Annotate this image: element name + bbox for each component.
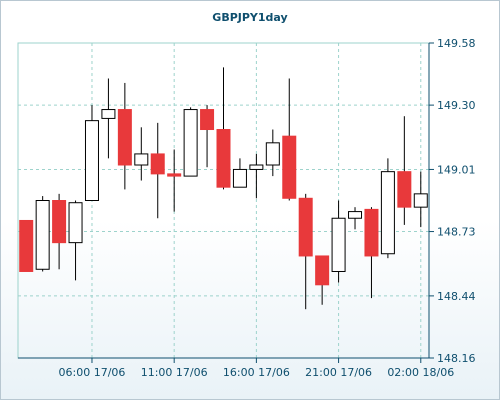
candle-body-up — [413, 193, 428, 208]
candle — [183, 107, 198, 177]
y-tick-label: 149.58 — [437, 37, 476, 50]
candle — [200, 105, 215, 168]
candle — [380, 158, 395, 259]
candle-body-up — [68, 202, 83, 244]
candle — [167, 149, 182, 212]
candle — [331, 200, 346, 283]
x-tick-label: 02:00 18/06 — [387, 366, 454, 379]
y-tick-label: 148.73 — [437, 226, 476, 239]
candle — [315, 255, 330, 305]
candle — [249, 153, 264, 199]
candle — [150, 122, 165, 219]
candle — [265, 129, 280, 177]
y-tick-label: 148.44 — [437, 290, 476, 303]
candle-body-down — [19, 219, 34, 272]
candle-body-up — [134, 153, 149, 166]
candle-body-up — [348, 211, 363, 219]
candle — [68, 200, 83, 281]
candle-body-up — [35, 200, 50, 270]
candle-body-down — [397, 171, 412, 208]
candle — [84, 105, 99, 201]
candle-body-up — [84, 120, 99, 201]
candle-body-down — [52, 200, 67, 244]
candle — [216, 67, 231, 190]
candle — [232, 158, 247, 188]
candle-body-up — [380, 171, 395, 255]
candle — [364, 207, 379, 299]
candle-body-up — [101, 109, 116, 119]
x-tick-label: 16:00 17/06 — [223, 366, 290, 379]
candle-body-down — [150, 153, 165, 175]
axes-layer: 149.58 149.30 149.01 148.73 148.44 148.16 06:0… — [18, 37, 476, 379]
candle-body-down — [167, 173, 182, 177]
candle — [282, 78, 297, 201]
candle — [413, 171, 428, 228]
candle-body-down — [117, 109, 132, 166]
candle-body-down — [282, 135, 297, 199]
candle-body-down — [298, 197, 313, 257]
candle-body-down — [200, 109, 215, 131]
y-tick-label: 149.01 — [437, 163, 476, 176]
x-tick-label: 21:00 17/06 — [305, 366, 372, 379]
candle — [397, 116, 412, 225]
candle-body-up — [183, 109, 198, 177]
candle-body-down — [216, 129, 231, 188]
candle-body-up — [249, 164, 264, 170]
candle — [117, 82, 132, 190]
candle — [35, 196, 50, 272]
candle — [52, 193, 67, 270]
candle-body-up — [331, 217, 346, 272]
candle-body-up — [265, 142, 280, 166]
candle — [19, 219, 34, 272]
candle — [348, 207, 363, 230]
candles-layer — [19, 67, 428, 310]
chart-title: GBPJPY1day — [212, 11, 287, 24]
candle-body-down — [315, 255, 330, 286]
x-tick-label: 11:00 17/06 — [141, 366, 208, 379]
candle — [101, 78, 116, 159]
y-tick-label: 149.30 — [437, 99, 476, 112]
y-tick-label: 148.16 — [437, 352, 476, 365]
x-tick-label: 06:00 17/06 — [59, 366, 126, 379]
candle-body-up — [232, 168, 247, 188]
candle — [298, 193, 313, 310]
candle — [134, 127, 149, 181]
candle-body-down — [364, 208, 379, 257]
